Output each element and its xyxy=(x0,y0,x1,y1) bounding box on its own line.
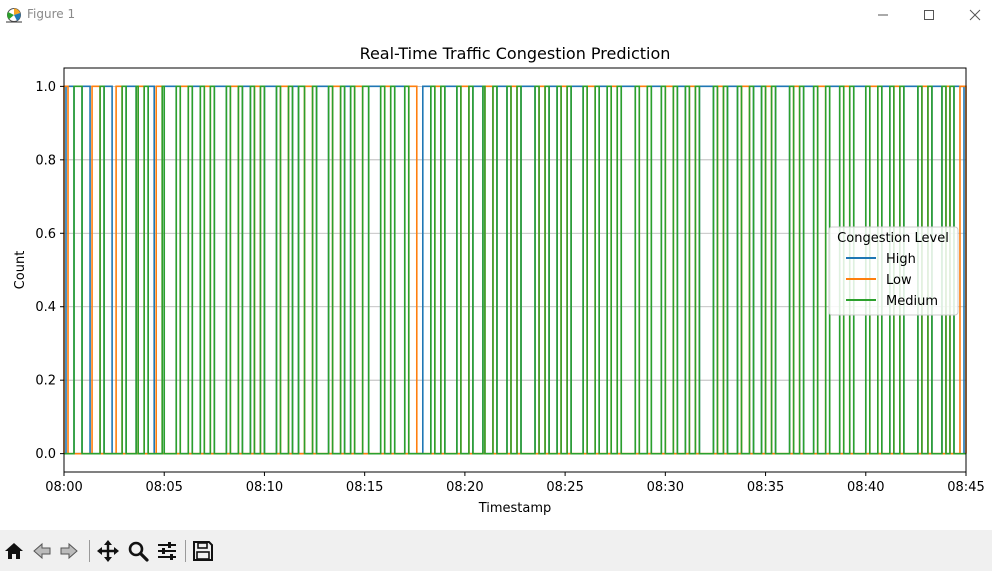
legend-label-high: High xyxy=(886,252,916,267)
x-tick-label: 08:40 xyxy=(847,480,884,495)
y-tick-label: 0.8 xyxy=(35,153,56,168)
home-button[interactable] xyxy=(1,538,27,564)
series-line-medium xyxy=(64,85,966,455)
window-titlebar: Figure 1 xyxy=(0,0,992,30)
forward-button[interactable] xyxy=(56,538,82,564)
x-tick-label: 08:10 xyxy=(246,480,283,495)
save-button[interactable] xyxy=(190,538,216,564)
y-tick-label: 0.4 xyxy=(35,300,56,315)
x-tick-label: 08:30 xyxy=(647,480,684,495)
toolbar-separator xyxy=(89,540,90,562)
y-tick-label: 0.6 xyxy=(35,227,56,242)
toolbar-separator xyxy=(185,540,186,562)
chart-title: Real-Time Traffic Congestion Prediction xyxy=(360,44,671,63)
x-tick-label: 08:35 xyxy=(747,480,784,495)
legend-title: Congestion Level xyxy=(837,231,949,246)
maximize-icon xyxy=(924,10,934,20)
minimize-button[interactable] xyxy=(860,0,906,30)
move-icon xyxy=(97,540,119,562)
matplotlib-figure-icon xyxy=(5,6,23,24)
figure-canvas[interactable]: Real-Time Traffic Congestion Prediction … xyxy=(0,30,992,530)
pan-button[interactable] xyxy=(95,538,121,564)
axes-frame xyxy=(63,67,967,473)
floppy-disk-icon xyxy=(193,541,213,561)
sliders-icon xyxy=(158,542,176,560)
zoom-button[interactable] xyxy=(125,538,151,564)
x-tick-label: 08:05 xyxy=(145,480,182,495)
navigation-toolbar xyxy=(0,530,992,571)
y-tick-label: 1.0 xyxy=(35,80,56,95)
x-tick-label: 08:20 xyxy=(446,480,483,495)
x-tick-label: 08:45 xyxy=(947,480,984,495)
legend-label-low: Low xyxy=(886,273,912,288)
maximize-button[interactable] xyxy=(906,0,952,30)
home-icon xyxy=(5,543,23,559)
close-icon xyxy=(969,9,981,21)
x-axis-label: Timestamp xyxy=(478,501,552,516)
legend: Congestion Level High Low Medium xyxy=(828,226,959,316)
magnifier-icon xyxy=(128,541,149,562)
back-arrow-icon xyxy=(33,542,51,560)
y-tick-label: 0.0 xyxy=(35,447,56,462)
window-title: Figure 1 xyxy=(27,7,76,21)
y-tick-label: 0.2 xyxy=(35,374,56,389)
x-tick-label: 08:00 xyxy=(45,480,82,495)
line-chart: Real-Time Traffic Congestion Prediction … xyxy=(13,44,985,516)
minimize-icon xyxy=(878,14,888,16)
x-tick-label: 08:15 xyxy=(346,480,383,495)
close-button[interactable] xyxy=(952,0,992,30)
configure-subplots-button[interactable] xyxy=(154,538,180,564)
legend-label-medium: Medium xyxy=(886,294,938,309)
forward-arrow-icon xyxy=(60,542,78,560)
y-axis-label: Count xyxy=(13,251,28,290)
legend-frame xyxy=(828,226,959,316)
x-tick-label: 08:25 xyxy=(546,480,583,495)
back-button[interactable] xyxy=(29,538,55,564)
